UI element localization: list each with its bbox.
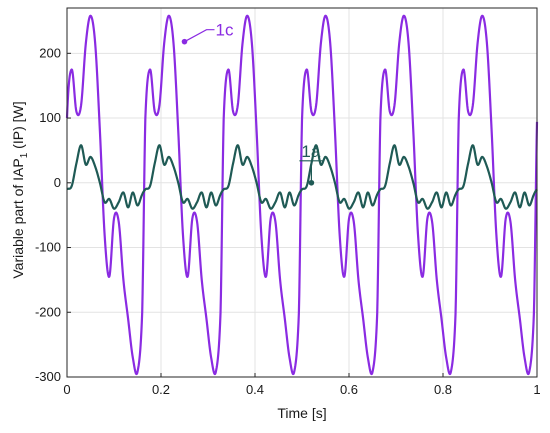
series-line-1c xyxy=(65,14,539,376)
annotation-label-1c: 1c xyxy=(216,21,234,40)
y-axis-label-prefix: Variable part of IAP xyxy=(10,158,26,278)
y-tick-label-3: 0 xyxy=(54,175,61,190)
x-tick-label-1: 0.2 xyxy=(152,382,170,397)
y-axis-label-suffix: (IP) [W] xyxy=(10,101,26,152)
y-tick-label-0: -300 xyxy=(35,369,61,384)
y-axis-label: Variable part of IAP1 (IP) [W] xyxy=(10,101,30,278)
x-axis-label: Time [s] xyxy=(277,405,326,421)
y-axis-label-subscript: 1 xyxy=(19,152,30,158)
x-tick-label-3: 0.6 xyxy=(340,382,358,397)
plot-background xyxy=(67,8,537,377)
series-line-1a xyxy=(66,144,538,210)
ticks: 0 0.2 0.4 0.6 0.8 1 -300 -200 -100 0 100 200 xyxy=(35,45,541,397)
x-tick-label-0: 0 xyxy=(63,382,70,397)
plot-frame xyxy=(66,7,538,378)
y-tick-label-4: 100 xyxy=(39,110,61,125)
annotation-label-1a: 1a xyxy=(301,142,320,161)
x-tick-label-4: 0.8 xyxy=(434,382,452,397)
y-tick-label-1: -200 xyxy=(35,304,61,319)
x-tick-label-2: 0.4 xyxy=(246,382,264,397)
y-tick-label-2: -100 xyxy=(35,240,61,255)
series-group xyxy=(65,14,539,376)
annotations: 1c 1a xyxy=(181,21,324,186)
y-tick-label-5: 200 xyxy=(39,45,61,60)
annotation-leader-1c xyxy=(184,29,215,43)
x-tick-label-5: 1 xyxy=(533,382,540,397)
